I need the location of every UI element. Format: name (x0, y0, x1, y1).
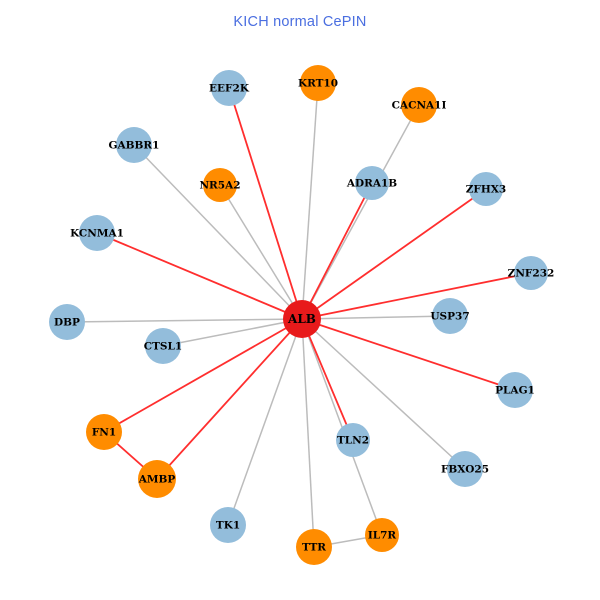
edge-ALB-USP37 (301, 315, 451, 320)
node-label-NR5A2: NR5A2 (199, 180, 240, 192)
edge-ALB-CTSL1 (162, 318, 303, 347)
node-AMBP: AMBP (138, 460, 176, 498)
edge-ALB-KCNMA1 (96, 232, 303, 320)
node-label-EEF2K: EEF2K (209, 83, 250, 95)
figure-title: KICH normal CePIN (233, 14, 367, 30)
node-ALB: ALB (283, 300, 321, 338)
node-NR5A2: NR5A2 (199, 168, 241, 202)
blue-node-circle (116, 127, 152, 163)
node-label-AMBP: AMBP (138, 474, 176, 486)
node-label-CTSL1: CTSL1 (144, 341, 182, 353)
orange-node-circle (86, 414, 122, 450)
orange-node-circle (401, 87, 437, 123)
node-label-TTR: TTR (302, 542, 326, 554)
edge-ALB-DBP (66, 318, 303, 323)
node-TLN2: TLN2 (336, 423, 370, 457)
node-ZFHX3: ZFHX3 (466, 172, 507, 206)
node-label-FN1: FN1 (92, 427, 116, 439)
node-label-ADRA1B: ADRA1B (346, 178, 397, 190)
edge-ALB-CACNA1I (301, 104, 420, 320)
node-label-CACNA1I: CACNA1I (392, 100, 447, 112)
hub-node-circle (283, 300, 321, 338)
node-label-USP37: USP37 (430, 311, 469, 323)
blue-node-circle (145, 328, 181, 364)
edge-ALB-FBXO25 (301, 318, 466, 470)
node-GABBR1: GABBR1 (109, 127, 160, 163)
edge-ALB-PLAG1 (301, 318, 516, 391)
node-label-GABBR1: GABBR1 (109, 140, 160, 152)
blue-node-circle (432, 298, 468, 334)
blue-node-circle (211, 70, 247, 106)
edge-ALB-TLN2 (301, 318, 354, 441)
edge-ALB-FN1 (103, 318, 303, 433)
node-label-ALB: ALB (287, 312, 316, 326)
edge-ALB-AMBP (156, 318, 303, 480)
edge-ALB-ZNF232 (301, 272, 532, 320)
edge-ALB-ZFHX3 (301, 188, 487, 320)
node-label-KRT10: KRT10 (298, 78, 338, 90)
edge-ALB-ADRA1B (301, 182, 373, 320)
node-DBP: DBP (49, 304, 85, 340)
edge-ALB-NR5A2 (219, 184, 303, 320)
blue-node-circle (447, 451, 483, 487)
edge-ALB-KRT10 (301, 82, 319, 320)
edge-ALB-TTR (301, 318, 315, 548)
orange-node-circle (203, 168, 237, 202)
blue-node-circle (336, 423, 370, 457)
node-EEF2K: EEF2K (209, 70, 250, 106)
node-label-IL7R: IL7R (368, 530, 397, 542)
node-ADRA1B: ADRA1B (346, 166, 397, 200)
node-FBXO25: FBXO25 (441, 451, 489, 487)
orange-node-circle (365, 518, 399, 552)
blue-node-circle (497, 372, 533, 408)
node-label-DBP: DBP (54, 317, 80, 329)
blue-node-circle (210, 507, 246, 543)
node-label-KCNMA1: KCNMA1 (70, 228, 124, 240)
blue-node-circle (49, 304, 85, 340)
edge-ALB-TK1 (227, 318, 303, 526)
node-FN1: FN1 (86, 414, 122, 450)
node-TTR: TTR (296, 529, 332, 565)
blue-node-circle (514, 256, 548, 290)
node-label-TLN2: TLN2 (337, 435, 369, 447)
node-IL7R: IL7R (365, 518, 399, 552)
node-ZNF232: ZNF232 (508, 256, 555, 290)
node-label-ZFHX3: ZFHX3 (466, 184, 507, 196)
edge-ALB-IL7R (301, 318, 383, 536)
node-KCNMA1: KCNMA1 (70, 215, 124, 251)
node-label-TK1: TK1 (216, 520, 240, 532)
edge-ALB-GABBR1 (133, 144, 303, 320)
node-label-FBXO25: FBXO25 (441, 464, 489, 476)
node-CACNA1I: CACNA1I (392, 87, 447, 123)
node-label-ZNF232: ZNF232 (508, 268, 555, 280)
node-PLAG1: PLAG1 (495, 372, 535, 408)
orange-node-circle (296, 529, 332, 565)
blue-node-circle (469, 172, 503, 206)
orange-node-circle (300, 65, 336, 101)
node-label-PLAG1: PLAG1 (495, 385, 535, 397)
edge-ALB-EEF2K (228, 87, 303, 320)
node-CTSL1: CTSL1 (144, 328, 182, 364)
blue-node-circle (79, 215, 115, 251)
node-KRT10: KRT10 (298, 65, 338, 101)
blue-node-circle (355, 166, 389, 200)
node-TK1: TK1 (210, 507, 246, 543)
node-USP37: USP37 (430, 298, 470, 334)
orange-node-circle (138, 460, 176, 498)
